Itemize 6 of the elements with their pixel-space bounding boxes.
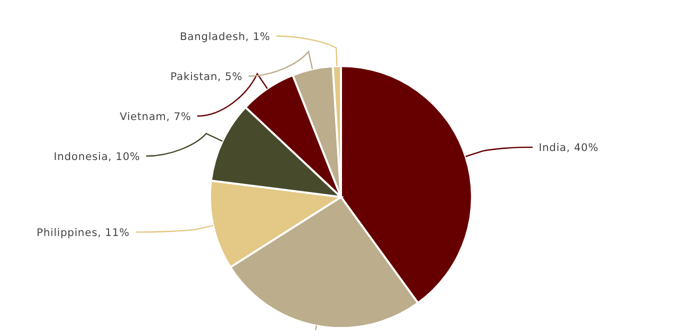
- slice-label: India, 40%: [538, 142, 598, 154]
- slice-label: Indonesia, 10%: [54, 150, 140, 163]
- slice-label: Pakistan, 5%: [170, 70, 242, 83]
- slice-label: Vietnam, 7%: [120, 110, 192, 123]
- slice-label: Bangladesh, 1%: [180, 30, 270, 43]
- slice-label: Philippines, 11%: [36, 226, 130, 239]
